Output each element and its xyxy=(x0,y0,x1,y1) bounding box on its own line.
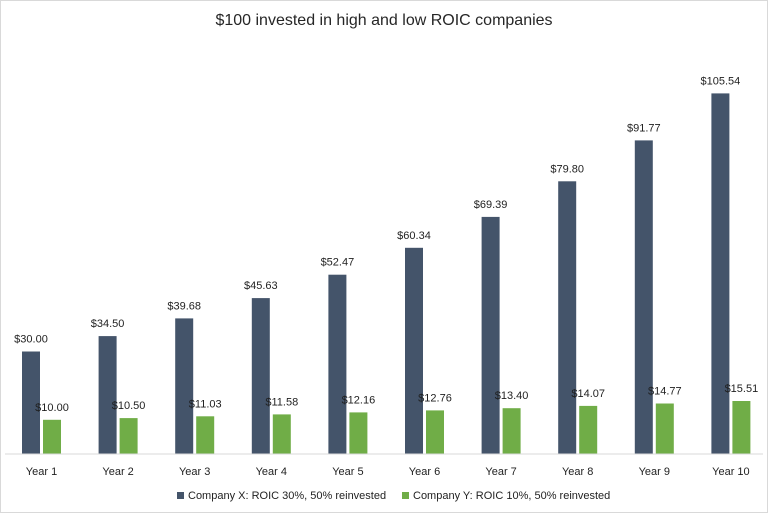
legend-label-series-2: Company Y: ROIC 10%, 50% reinvested xyxy=(413,490,610,502)
bar-series-1-year-10 xyxy=(711,93,730,455)
x-tick-label-year-1: Year 1 xyxy=(26,466,57,478)
legend-swatch-series-1 xyxy=(177,492,184,499)
bar-series-1-year-8 xyxy=(558,181,577,455)
x-tick-label-year-4: Year 4 xyxy=(256,466,287,478)
x-tick-labels: Year 1 Year 2 Year 3 Year 4 Year 5 Year 6 Year… xyxy=(26,466,750,478)
bar-series-2-year-3 xyxy=(196,416,215,454)
bar-series-2-year-7 xyxy=(502,408,521,454)
data-label-series-1-year-4: $45.63 xyxy=(244,280,278,292)
bar-series-2-year-9 xyxy=(655,403,674,454)
data-label-series-2-year-9: $14.77 xyxy=(648,386,682,398)
data-label-series-2-year-1: $10.00 xyxy=(35,402,69,414)
bar-series-2-year-10 xyxy=(732,401,751,454)
x-tick-label-year-3: Year 3 xyxy=(179,466,210,478)
data-label-series-2-year-10: $15.51 xyxy=(725,383,759,395)
bar-series-1-year-6 xyxy=(405,247,423,454)
legend-label-series-1: Company X: ROIC 30%, 50% reinvested xyxy=(188,490,386,502)
x-tick-label-year-2: Year 2 xyxy=(102,466,133,478)
bar-series-1-year-1 xyxy=(22,351,40,454)
bar-series-2-year-5 xyxy=(349,412,368,454)
data-label-series-1-year-6: $60.34 xyxy=(397,230,431,242)
x-tick-label-year-5: Year 5 xyxy=(332,466,363,478)
data-label-series-1-year-7: $69.39 xyxy=(474,199,508,211)
x-tick-label-year-7: Year 7 xyxy=(485,466,516,478)
bar-series-1-year-7 xyxy=(481,216,500,454)
x-tick-label-year-6: Year 6 xyxy=(409,466,440,478)
bar-series-2-year-1 xyxy=(43,419,61,454)
data-label-series-2-year-7: $13.40 xyxy=(495,390,529,402)
bar-series-1-year-4 xyxy=(251,298,270,454)
data-label-series-2-year-2: $10.50 xyxy=(112,400,146,412)
data-label-series-1-year-2: $34.50 xyxy=(91,318,125,330)
data-label-series-2-year-3: $11.03 xyxy=(189,398,222,410)
bar-series-1-year-3 xyxy=(175,318,194,454)
data-label-series-2-year-4: $11.58 xyxy=(265,396,298,408)
bar-series-2-year-2 xyxy=(119,418,138,454)
data-labels-layer: $30.00 $10.00 $34.50 $10.50 $39.68 $11.03 $45.… xyxy=(14,75,758,413)
x-tick-label-year-9: Year 9 xyxy=(639,466,670,478)
chart-title: $100 invested in high and low ROIC compa… xyxy=(215,12,552,29)
bar-series-1-year-9 xyxy=(634,140,653,454)
data-label-series-1-year-5: $52.47 xyxy=(321,257,355,269)
data-label-series-2-year-6: $12.76 xyxy=(418,392,452,404)
bar-series-2-year-4 xyxy=(272,414,291,454)
data-label-series-2-year-8: $14.07 xyxy=(571,388,605,400)
data-label-series-1-year-10: $105.54 xyxy=(701,75,741,87)
bar-series-2-year-6 xyxy=(426,410,444,454)
bars-layer xyxy=(22,93,751,455)
bar-series-2-year-8 xyxy=(579,405,598,454)
bar-series-1-year-5 xyxy=(328,274,347,454)
legend-swatch-series-2 xyxy=(402,492,409,499)
x-tick-label-year-10: Year 10 xyxy=(712,466,750,478)
data-label-series-1-year-8: $79.80 xyxy=(550,163,584,175)
data-label-series-1-year-1: $30.00 xyxy=(14,334,48,346)
legend: Company X: ROIC 30%, 50% reinvested Compa… xyxy=(177,490,610,502)
data-label-series-2-year-5: $12.16 xyxy=(342,394,376,406)
data-label-series-1-year-9: $91.77 xyxy=(627,122,661,134)
bar-series-1-year-2 xyxy=(98,336,117,454)
x-tick-label-year-8: Year 8 xyxy=(562,466,593,478)
data-label-series-1-year-3: $39.68 xyxy=(167,300,201,312)
